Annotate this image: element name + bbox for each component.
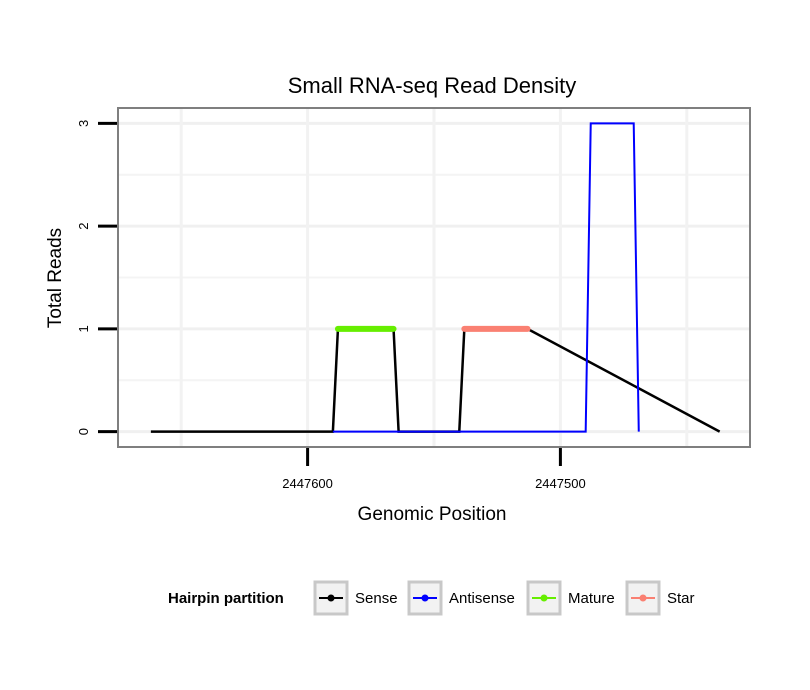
legend-key-point xyxy=(327,594,335,602)
y-tick-label: 1 xyxy=(76,325,91,332)
legend-label: Antisense xyxy=(449,590,515,607)
x-axis: 2447600 2447500 xyxy=(282,448,586,491)
legend-item-antisense: Antisense xyxy=(407,580,515,616)
y-tick-label: 0 xyxy=(76,428,91,435)
legend-label: Mature xyxy=(568,590,615,607)
legend-key-point xyxy=(639,594,647,602)
series-layer xyxy=(150,122,721,433)
legend-item-sense: Sense xyxy=(313,580,398,616)
legend-item-mature: Mature xyxy=(526,580,615,616)
chart-title: Small RNA-seq Read Density xyxy=(288,73,577,98)
legend-item-star: Star xyxy=(625,580,695,616)
y-tick-label: 2 xyxy=(76,223,91,230)
legend-key-point xyxy=(540,594,548,602)
y-axis: 0 1 2 3 xyxy=(76,120,117,435)
legend: Hairpin partition Sense Antisense Mature St… xyxy=(168,580,695,616)
legend-label: Sense xyxy=(355,590,398,607)
y-tick-label: 3 xyxy=(76,120,91,127)
legend-key-point xyxy=(421,594,429,602)
y-axis-title: Total Reads xyxy=(45,228,66,328)
x-axis-title: Genomic Position xyxy=(358,504,507,525)
plot-frame xyxy=(117,107,751,448)
legend-label: Star xyxy=(667,590,695,607)
legend-title: Hairpin partition xyxy=(168,590,284,607)
x-tick-label: 2447600 xyxy=(282,476,333,491)
x-tick-label: 2447500 xyxy=(535,476,586,491)
series-line-antisense xyxy=(332,122,640,433)
grid xyxy=(118,108,750,447)
